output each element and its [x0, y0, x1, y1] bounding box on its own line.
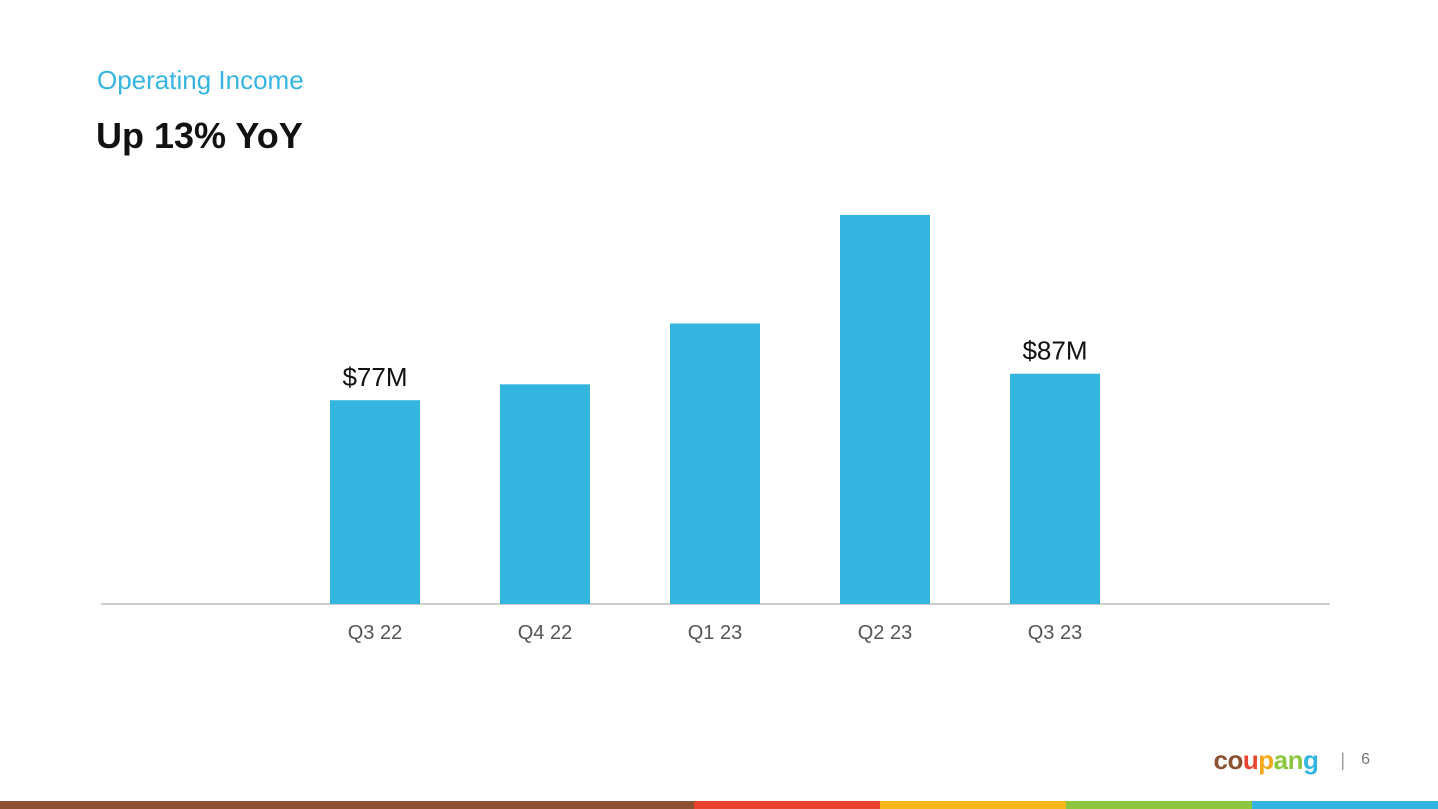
stripe-segment	[0, 801, 694, 809]
logo-letter: c	[1213, 745, 1228, 775]
page-number: 6	[1361, 751, 1370, 768]
stripe-segment	[880, 801, 1066, 809]
data-label: $77M	[342, 362, 407, 392]
logo-letter: u	[1242, 745, 1259, 775]
logo-letter: o	[1227, 745, 1243, 775]
logo-letter: p	[1258, 745, 1274, 775]
x-tick-label: Q3 23	[1028, 622, 1082, 644]
operating-income-chart: Q3 22 $77M Q4 22 Q1 23 Q2 23 Q3 23 $87M	[101, 214, 1330, 644]
bar-q3-22	[330, 400, 420, 604]
footer: coupang | 6	[1214, 744, 1370, 776]
x-tick-label: Q2 23	[858, 622, 912, 644]
bar-q3-23	[1010, 373, 1100, 604]
x-tick-label: Q1 23	[688, 622, 742, 644]
bar-q1-23	[670, 323, 760, 604]
data-label: $87M	[1022, 336, 1087, 366]
bar-q4-22	[500, 384, 590, 604]
bar-q2-23	[840, 214, 930, 604]
brand-stripe	[0, 801, 1438, 809]
logo-letter: g	[1303, 745, 1319, 775]
logo-letter: n	[1287, 745, 1304, 775]
x-tick-label: Q3 22	[348, 622, 402, 644]
footer-separator: |	[1340, 749, 1346, 770]
stripe-segment	[1066, 801, 1252, 809]
logo-letter: a	[1273, 745, 1288, 775]
stripe-segment	[694, 801, 880, 809]
slide-headline: Up 13% YoY	[96, 115, 303, 156]
coupang-logo: coupang	[1214, 744, 1319, 776]
slide-eyebrow: Operating Income	[97, 65, 304, 95]
stripe-segment	[1252, 801, 1438, 809]
x-tick-label: Q4 22	[518, 622, 572, 644]
